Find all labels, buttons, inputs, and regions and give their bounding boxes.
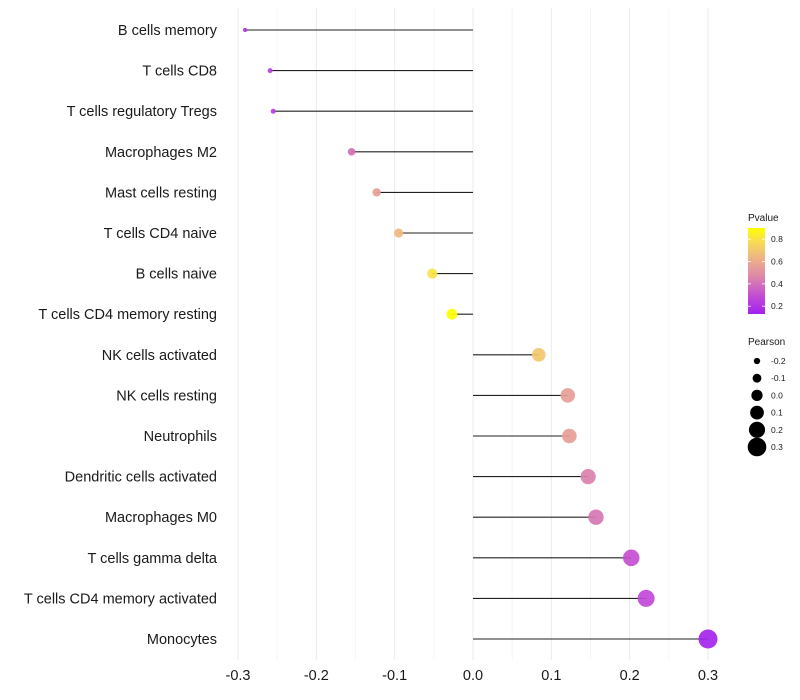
stems (245, 29, 708, 640)
point (427, 268, 438, 279)
y-label: T cells CD4 memory activated (24, 591, 217, 607)
color-legend-tick: 0.4 (771, 279, 783, 289)
x-tick-label: -0.3 (226, 668, 251, 684)
point (622, 549, 640, 567)
color-legend-tick: 0.6 (771, 257, 783, 267)
x-tick-label: 0.1 (541, 668, 561, 684)
size-legend-key (753, 357, 761, 365)
point (560, 388, 576, 403)
x-tick-label: 0.0 (463, 668, 483, 684)
point (531, 348, 546, 362)
points (242, 27, 718, 649)
color-legend-title: Pvalue (748, 213, 779, 224)
y-axis-labels: B cells memory T cells CD8 T cells regulat… (24, 23, 218, 648)
color-legend-tick: 0.8 (771, 234, 783, 244)
y-label: NK cells activated (102, 348, 217, 364)
size-legend-tick: 0.1 (771, 408, 783, 418)
y-label: T cells regulatory Tregs (67, 104, 217, 120)
x-tick-label: -0.1 (382, 668, 407, 684)
size-legend-title: Pearson (748, 337, 785, 348)
size-legend-tick: 0.2 (771, 425, 783, 435)
y-label: B cells memory (118, 23, 218, 39)
size-legend-key (752, 373, 762, 383)
x-tick-label: 0.2 (620, 668, 640, 684)
point (588, 509, 604, 525)
x-axis-ticks: -0.3 -0.2 -0.1 0.0 0.1 0.2 0.3 (226, 668, 719, 684)
y-label: T cells CD4 memory resting (38, 307, 217, 323)
point (562, 428, 577, 444)
point (446, 308, 458, 320)
x-tick-label: 0.3 (698, 668, 718, 684)
point (347, 147, 356, 156)
point (698, 629, 718, 649)
point (267, 68, 273, 74)
y-label: Macrophages M2 (105, 145, 217, 161)
point (270, 108, 276, 114)
x-tick-label: -0.2 (304, 668, 329, 684)
size-legend-key (751, 389, 763, 402)
color-legend-bar (748, 228, 765, 314)
y-label: B cells naive (136, 267, 217, 283)
legend: Pvalue 0.8 0.6 0.4 0.2 Pearson -0.2 -0.1 0.0 0.1 0… (747, 213, 786, 457)
y-label: T cells gamma delta (88, 551, 218, 567)
point (580, 469, 596, 485)
y-label: Mast cells resting (105, 185, 217, 201)
size-legend-tick: -0.1 (771, 373, 786, 383)
y-label: Macrophages M0 (105, 510, 217, 526)
y-label: NK cells resting (116, 388, 217, 404)
y-label: Monocytes (147, 632, 217, 648)
size-legend-key (750, 405, 764, 420)
color-legend-tick: 0.2 (771, 301, 783, 311)
size-legend-tick: -0.2 (771, 356, 786, 366)
y-label: T cells CD4 naive (104, 226, 217, 242)
size-legend-tick: 0.0 (771, 390, 783, 400)
size-legend-tick: 0.3 (771, 442, 783, 452)
point (394, 228, 404, 238)
point (372, 188, 381, 197)
point (242, 27, 248, 33)
y-label: Dendritic cells activated (65, 470, 217, 486)
y-label: Neutrophils (144, 429, 217, 445)
size-legend-key (748, 421, 766, 438)
grid-lines (237, 8, 709, 660)
y-label: T cells CD8 (142, 64, 217, 80)
size-legend-key (747, 437, 767, 457)
point (637, 589, 655, 607)
